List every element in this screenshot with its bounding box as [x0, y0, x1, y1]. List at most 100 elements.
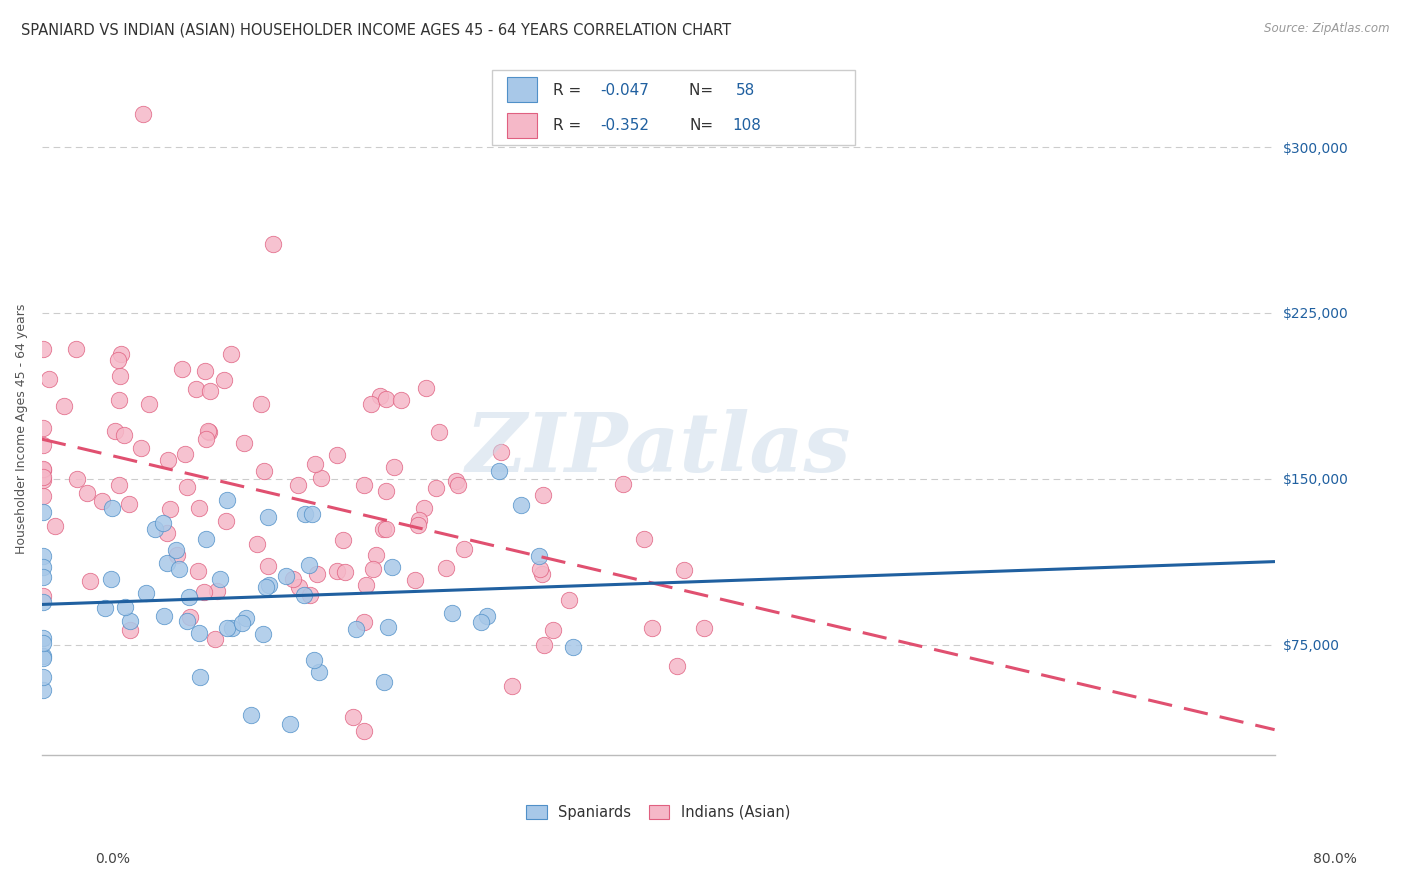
Point [90, 493, 112, 508]
Point [283, 572, 305, 586]
Point [221, 621, 243, 635]
Point [156, 556, 179, 570]
Point [531, 566, 554, 581]
Point [187, 501, 209, 516]
Point [342, 710, 364, 724]
Point [309, 470, 332, 484]
Point [235, 611, 257, 625]
Point [65, 342, 87, 356]
Point [374, 484, 396, 499]
Point [138, 397, 160, 411]
Point [198, 425, 221, 439]
Point [344, 622, 367, 636]
Point [510, 498, 533, 512]
Point [294, 507, 316, 521]
Point [434, 560, 457, 574]
Point [325, 448, 347, 462]
Point [120, 615, 142, 629]
FancyBboxPatch shape [492, 70, 855, 145]
Point [184, 382, 207, 396]
Point [305, 567, 328, 582]
Point [188, 626, 211, 640]
Point [612, 476, 634, 491]
Point [143, 523, 166, 537]
Point [298, 558, 321, 572]
Point [529, 562, 551, 576]
Point [32, 589, 55, 603]
Point [246, 537, 269, 551]
Point [301, 507, 323, 521]
Point [159, 502, 181, 516]
Point [673, 564, 696, 578]
Point [174, 447, 197, 461]
Point [176, 615, 198, 629]
Point [389, 393, 412, 408]
Point [444, 474, 467, 488]
Point [543, 623, 565, 637]
Point [332, 533, 354, 547]
Text: N=: N= [689, 118, 713, 133]
Point [287, 580, 309, 594]
Point [304, 458, 326, 472]
Point [441, 606, 464, 620]
Point [107, 478, 129, 492]
Point [195, 432, 218, 446]
Point [425, 481, 447, 495]
Point [94, 601, 117, 615]
Point [32, 648, 55, 663]
Point [179, 609, 201, 624]
Point [262, 236, 284, 251]
Point [239, 708, 262, 723]
Point [32, 438, 55, 452]
Point [381, 559, 404, 574]
Point [120, 623, 142, 637]
Point [453, 541, 475, 556]
Point [32, 560, 55, 574]
Point [179, 591, 201, 605]
Point [172, 362, 194, 376]
Point [195, 532, 218, 546]
Point [353, 615, 375, 630]
Point [231, 615, 253, 630]
Point [274, 569, 297, 583]
Point [364, 548, 387, 562]
Point [477, 609, 499, 624]
Point [32, 473, 55, 487]
Point [131, 441, 153, 455]
Point [374, 523, 396, 537]
Point [32, 670, 55, 684]
Point [641, 621, 664, 635]
Point [32, 651, 55, 665]
Point [256, 558, 278, 573]
Point [197, 424, 219, 438]
Point [187, 564, 209, 578]
Point [32, 549, 55, 563]
Point [165, 543, 187, 558]
Point [32, 505, 55, 519]
Point [633, 533, 655, 547]
Text: 58: 58 [735, 83, 755, 98]
Point [488, 464, 510, 478]
Point [176, 480, 198, 494]
Point [278, 717, 301, 731]
Point [257, 578, 280, 592]
Point [408, 513, 430, 527]
Point [406, 517, 429, 532]
Point [32, 462, 55, 476]
Legend: Spaniards, Indians (Asian): Spaniards, Indians (Asian) [526, 805, 790, 820]
Point [253, 464, 276, 478]
Point [356, 578, 378, 592]
Text: R =: R = [554, 118, 586, 133]
Point [501, 679, 523, 693]
Point [214, 373, 236, 387]
Point [32, 489, 55, 503]
FancyBboxPatch shape [506, 77, 537, 102]
Text: Source: ZipAtlas.com: Source: ZipAtlas.com [1264, 22, 1389, 36]
Point [368, 389, 391, 403]
Point [100, 572, 122, 586]
Point [108, 369, 131, 384]
Point [384, 459, 406, 474]
Point [32, 635, 55, 649]
Point [533, 638, 555, 652]
Text: R =: R = [554, 83, 586, 98]
